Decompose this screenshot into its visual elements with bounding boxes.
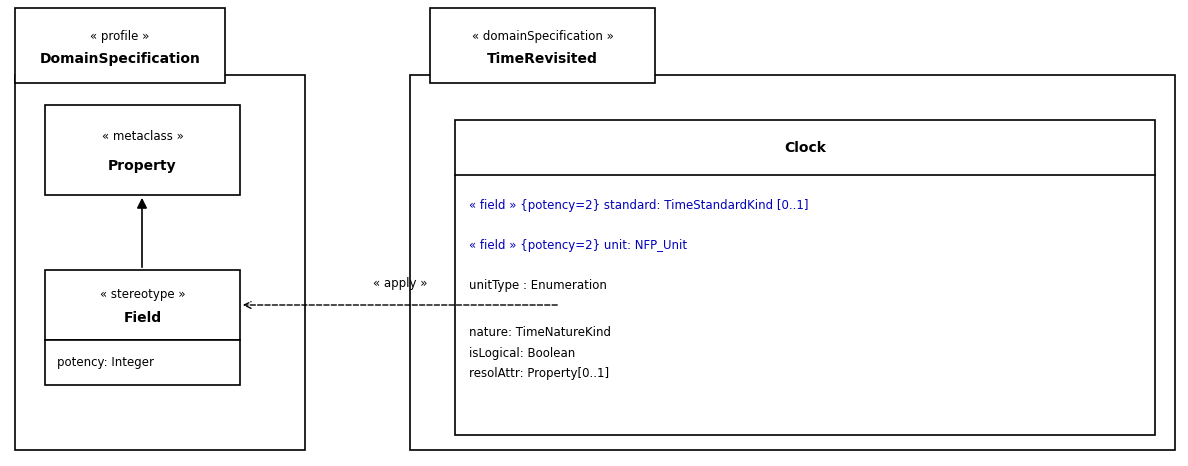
Bar: [431, 73, 655, 75]
Text: Clock: Clock: [784, 141, 826, 155]
Text: nature: TimeNatureKind: nature: TimeNatureKind: [469, 327, 611, 340]
Text: potency: Integer: potency: Integer: [57, 356, 154, 369]
Bar: [430, 8, 655, 83]
Text: Field: Field: [124, 311, 162, 325]
Text: resolAttr: Property[0..1]: resolAttr: Property[0..1]: [469, 366, 609, 379]
Text: « metaclass »: « metaclass »: [101, 130, 183, 143]
Text: TimeRevisited: TimeRevisited: [487, 52, 598, 66]
Bar: [15, 8, 225, 83]
Text: « domainSpecification »: « domainSpecification »: [472, 30, 613, 43]
Bar: [15, 73, 225, 75]
Text: Property: Property: [108, 159, 177, 173]
Bar: [45, 270, 240, 340]
Bar: [15, 75, 305, 450]
Bar: [45, 105, 240, 195]
Text: « profile »: « profile »: [90, 30, 150, 43]
Text: DomainSpecification: DomainSpecification: [39, 52, 201, 66]
Bar: [455, 120, 1155, 435]
Text: « apply »: « apply »: [373, 276, 428, 289]
Text: isLogical: Boolean: isLogical: Boolean: [469, 347, 575, 359]
Bar: [45, 340, 240, 385]
Text: « field » {potency=2} standard: TimeStandardKind [0..1]: « field » {potency=2} standard: TimeStan…: [469, 199, 809, 212]
Bar: [410, 75, 1175, 450]
Text: « field » {potency=2} unit: NFP_Unit: « field » {potency=2} unit: NFP_Unit: [469, 239, 687, 252]
Text: « stereotype »: « stereotype »: [100, 288, 185, 301]
Text: unitType : Enumeration: unitType : Enumeration: [469, 279, 607, 292]
